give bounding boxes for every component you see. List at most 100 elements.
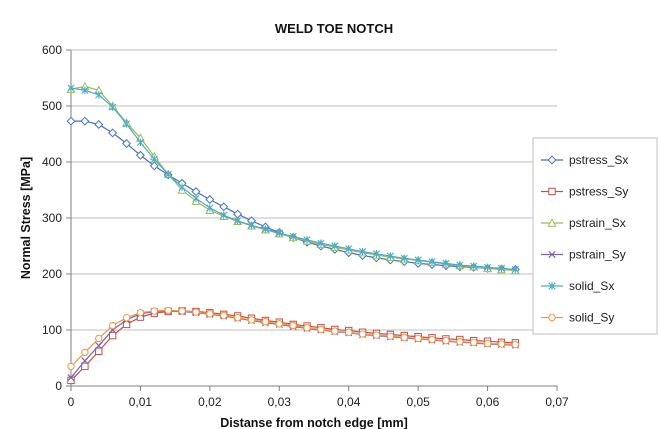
point-pstrain_Sy-1 (81, 357, 89, 365)
series-solid_Sy (67, 306, 520, 371)
point-solid_Sy-25 (414, 334, 422, 343)
y-tick-label-0: 0 (55, 379, 62, 393)
point-solid_Sy-17 (303, 324, 311, 332)
point-solid_Sy-15 (275, 320, 283, 328)
point-pstrain_Sy-2 (95, 342, 103, 350)
point-solid_Sx-20 (345, 245, 353, 253)
point-solid_Sx-26 (428, 257, 436, 266)
point-solid_Sx-19 (331, 242, 339, 250)
point-solid_Sx-21 (359, 247, 367, 256)
point-pstress_Sx-9 (191, 187, 201, 197)
point-solid_Sy-9 (192, 308, 200, 316)
y-tick-label-6: 600 (42, 43, 62, 57)
point-solid_Sy-29 (469, 338, 478, 347)
point-pstress_Sx-6 (149, 161, 159, 171)
legend-label-solid_Sy: solid_Sy (569, 311, 614, 325)
x-axis-title: Distanse from notch edge [mm] (220, 416, 408, 429)
point-solid_Sy-16 (289, 321, 297, 330)
point-pstress_Sx-0 (66, 116, 76, 126)
point-solid_Sx-9 (192, 194, 200, 203)
legend-item-pstress_Sy: pstress_Sy (541, 185, 628, 199)
point-pstress_Sx-2 (94, 119, 104, 129)
point-solid_Sy-8 (178, 307, 186, 315)
point-solid_Sy-5 (136, 308, 145, 317)
y-tick-label-2: 200 (42, 267, 62, 281)
point-solid_Sx-8 (178, 183, 186, 191)
point-pstress_Sx-10 (205, 195, 215, 205)
point-pstress_Sx-1 (80, 116, 90, 126)
point-solid_Sy-28 (456, 338, 464, 346)
point-solid_Sy-10 (206, 310, 214, 318)
legend-item-solid_Sy: solid_Sy (541, 311, 614, 325)
point-solid_Sy-12 (233, 313, 242, 322)
point-solid_Sx-3 (109, 103, 117, 111)
point-solid_Sx-25 (414, 256, 422, 264)
legend-item-pstrain_Sy: pstrain_Sy (541, 248, 626, 262)
point-solid_Sy-6 (150, 307, 159, 315)
point-solid_Sx-6 (150, 155, 158, 163)
point-solid_Sx-11 (220, 211, 228, 219)
series-line-pstrain_Sx (70, 85, 516, 272)
point-solid_Sx-4 (122, 120, 131, 128)
point-pstress_Sy-1 (81, 362, 89, 371)
series-solid_Sx (67, 84, 519, 274)
point-solid_Sy-30 (483, 339, 492, 348)
point-solid_Sx-12 (234, 217, 242, 225)
point-solid_Sy-0 (67, 362, 75, 371)
point-solid_Sy-7 (164, 306, 172, 315)
point-solid_Sy-19 (331, 327, 339, 335)
legend-box (532, 137, 658, 335)
point-solid_Sy-11 (220, 311, 228, 320)
point-solid_Sx-32 (511, 265, 519, 274)
x-tick-label-3: 0,03 (268, 395, 292, 409)
point-solid_Sx-10 (206, 204, 214, 212)
x-tick-label-0: 0 (68, 395, 75, 409)
point-pstress_Sx-11 (219, 202, 229, 212)
chart-title: WELD TOE NOTCH (275, 21, 393, 36)
legend-label-pstress_Sy: pstress_Sy (569, 185, 628, 199)
x-tick-label-7: 0,07 (545, 395, 569, 409)
point-solid_Sx-14 (261, 225, 269, 233)
point-solid_Sx-17 (303, 236, 311, 244)
legend-swatch-marker-pstrain_Sy (548, 250, 556, 259)
series-line-pstress_Sx (71, 120, 516, 271)
point-solid_Sx-24 (400, 254, 408, 263)
legend: pstress_Sx pstress_Sy pstrain_Sx pstrain_Sy… (532, 137, 658, 335)
y-tick-label-1: 100 (42, 323, 62, 337)
y-tick-label-3: 300 (42, 211, 62, 225)
point-solid_Sy-22 (372, 331, 381, 339)
point-pstress_Sy-2 (95, 347, 103, 355)
legend-label-pstrain_Sy: pstrain_Sy (569, 248, 626, 262)
point-pstrain_Sy-0 (67, 373, 75, 382)
x-tick-label-5: 0,05 (406, 395, 430, 409)
series-pstrain_Sx (66, 81, 520, 275)
series-pstrain_Sy (67, 307, 519, 382)
point-solid_Sx-15 (275, 229, 283, 237)
point-solid_Sx-28 (456, 261, 464, 269)
point-solid_Sx-23 (386, 252, 394, 260)
series-group (66, 81, 520, 385)
axes: 0 100 200 300 400 500 600 0 0,01 0,02 0,03 0,04 0,05… (42, 43, 569, 409)
point-solid_Sy-14 (261, 317, 270, 326)
point-solid_Sy-31 (497, 340, 506, 348)
point-pstress_Sx-5 (135, 150, 145, 160)
gridlines (71, 49, 557, 331)
point-solid_Sy-21 (358, 330, 367, 338)
point-solid_Sy-32 (511, 340, 520, 349)
x-tick-label-4: 0,04 (337, 395, 361, 409)
point-solid_Sx-22 (372, 250, 381, 258)
point-solid_Sy-2 (95, 334, 103, 343)
y-tick-label-5: 500 (42, 99, 62, 113)
series-pstress_Sy (67, 307, 520, 385)
point-solid_Sx-30 (483, 263, 492, 271)
point-solid_Sx-7 (164, 170, 172, 179)
point-solid_Sx-13 (247, 221, 256, 229)
point-solid_Sx-31 (497, 264, 506, 273)
legend-label-pstress_Sx: pstress_Sx (569, 153, 628, 167)
point-solid_Sx-16 (289, 232, 297, 241)
legend-label-solid_Sx: solid_Sx (569, 279, 614, 293)
point-solid_Sy-13 (247, 316, 256, 324)
y-tick-label-4: 400 (42, 155, 62, 169)
